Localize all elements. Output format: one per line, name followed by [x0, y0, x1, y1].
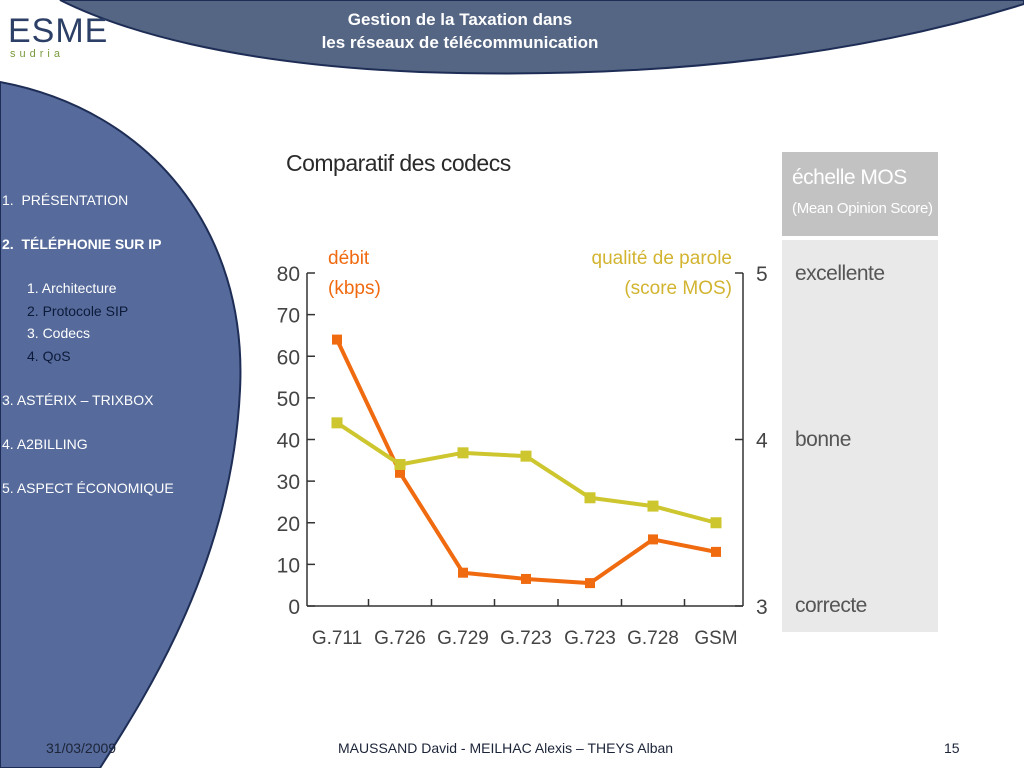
data-point-quality [710, 517, 722, 529]
nav-item-asterix-trixbox[interactable]: 3. ASTÉRIX – TRIXBOX [2, 392, 153, 408]
logo-main-text: ESME [8, 12, 109, 50]
nav-subitem-protocole-sip[interactable]: 2. Protocole SIP [27, 303, 129, 319]
left-axis-label: débit (kbps) [328, 244, 381, 304]
data-point-quality [457, 447, 469, 459]
right-axis-label-line2: (score MOS) [624, 278, 732, 299]
esme-sudria-logo: ESME sudria [8, 14, 108, 60]
left-axis-tick-label: 70 [277, 305, 300, 328]
data-point-debit [711, 546, 721, 557]
right-axis-tick-label: 3 [756, 596, 768, 619]
x-axis-category-label: G.723 [564, 628, 616, 649]
left-axis-label-line1: débit [328, 248, 370, 269]
nav-item-number: 1. [2, 192, 14, 208]
nav-subitem-architecture[interactable]: 1. Architecture [27, 280, 117, 296]
slide-header-title: Gestion de la Taxation dans les réseaux … [250, 8, 670, 54]
x-axis-category-label: GSM [694, 628, 737, 649]
data-point-quality [331, 417, 343, 429]
nav-subitem-qos[interactable]: 4. QoS [27, 348, 71, 364]
data-point-debit [585, 578, 595, 589]
footer-page-number: 15 [944, 740, 960, 756]
mos-scale-subtitle: (Mean Opinion Score) [792, 200, 933, 217]
nav-item-a2billing[interactable]: 4. A2BILLING [2, 436, 88, 452]
data-point-debit [332, 334, 342, 345]
right-axis-tick-label: 4 [756, 430, 768, 453]
data-point-debit [395, 467, 405, 478]
footer-authors: MAUSSAND David - MEILHAC Alexis – THEYS … [338, 740, 674, 756]
data-point-quality [584, 492, 596, 504]
nav-item-label: TÉLÉPHONIE SUR IP [21, 236, 162, 252]
x-axis-category-label: G.726 [374, 628, 426, 649]
nav-item-label: ASTÉRIX – TRIXBOX [16, 392, 154, 408]
data-point-quality [520, 450, 532, 462]
series-line-quality [335, 421, 717, 525]
left-axis-label-line2: (kbps) [328, 278, 381, 299]
mos-scale-title: échelle MOS [792, 166, 907, 189]
nav-item-presentation[interactable]: 1. PRÉSENTATION [2, 192, 128, 208]
data-point-quality [647, 500, 659, 512]
left-axis-tick-label: 60 [277, 346, 300, 369]
mos-scale-panel [782, 240, 938, 632]
left-axis-tick-label: 10 [277, 554, 300, 577]
mos-scale-header: échelle MOS (Mean Opinion Score) [782, 152, 938, 236]
x-axis-category-label: G.711 [312, 628, 362, 649]
sidebar-panel [0, 80, 242, 768]
mos-level-bonne: bonne [795, 428, 851, 451]
right-axis-label-line1: qualité de parole [591, 248, 733, 269]
mos-level-excellente: excellente [795, 262, 885, 285]
nav-item-label: A2BILLING [16, 436, 88, 452]
logo-sub-text: sudria [10, 48, 64, 60]
x-axis-category-label: G.723 [500, 628, 552, 649]
nav-item-number: 2. [2, 236, 14, 252]
nav-item-number: 3. [2, 392, 14, 408]
data-point-quality [394, 458, 406, 470]
data-point-debit [648, 534, 658, 545]
header-band [59, 0, 1024, 75]
left-axis-tick-label: 20 [277, 513, 300, 536]
right-axis-tick-label: 5 [756, 263, 768, 286]
nav-item-label: PRÉSENTATION [21, 192, 129, 208]
header-title-line1: Gestion de la Taxation dans [347, 10, 573, 29]
right-axis-label: qualité de parole (score MOS) [560, 244, 733, 304]
nav-item-number: 5. [2, 480, 14, 496]
nav-item-aspect-economique[interactable]: 5. ASPECT ÉCONOMIQUE [2, 480, 174, 496]
chart-title: Comparatif des codecs [286, 150, 511, 176]
nav-subitem-codecs[interactable]: 3. Codecs [27, 325, 91, 341]
left-axis-tick-label: 0 [288, 596, 300, 619]
footer-date: 31/03/2009 [46, 740, 117, 756]
left-axis-tick-label: 40 [277, 430, 300, 453]
nav-item-number: 4. [2, 436, 14, 452]
x-axis-category-label: G.729 [437, 628, 489, 649]
left-axis-tick-label: 80 [277, 263, 300, 286]
header-title-line2: les réseaux de télécommunication [321, 33, 599, 52]
codec-comparison-chart: 0 10 20 30 40 50 60 70 80 3 4 5 G.711 G.726 G.729 G.723… [277, 263, 768, 649]
data-point-debit [458, 567, 468, 578]
nav-item-label: ASPECT ÉCONOMIQUE [16, 480, 174, 496]
data-point-debit [521, 573, 531, 584]
nav-item-telephonie-ip[interactable]: 2. TÉLÉPHONIE SUR IP [2, 236, 162, 252]
x-axis-category-label: G.728 [627, 628, 679, 649]
left-axis-tick-label: 50 [277, 388, 300, 411]
left-axis-tick-label: 30 [277, 471, 300, 494]
mos-level-correcte: correcte [795, 594, 867, 617]
